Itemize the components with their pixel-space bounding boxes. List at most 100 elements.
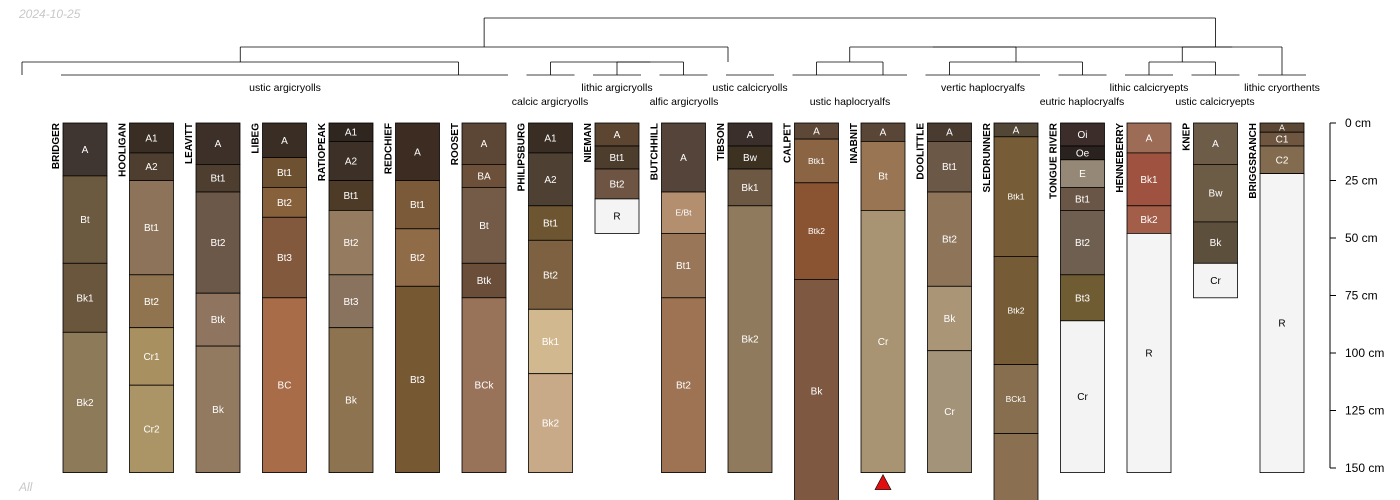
horizon-label: A [1146,133,1153,144]
horizon-btk [195,292,241,347]
horizon-bt1 [927,140,972,193]
group-label: lithic argicryolls [581,82,652,94]
group-label: lithic calcicryepts [1110,82,1189,94]
profile-ratiopeak: A1 A2 Bt1 Bt2 Bt3 Bk RATIOPEAK [317,122,374,474]
horizon-cr [860,209,906,474]
horizon-label: BA [477,171,491,182]
horizon-label: A [414,147,421,158]
horizon-bk [195,345,241,474]
horizon-bt1 [262,157,307,188]
horizon-bt2 [262,186,307,218]
horizon-label: Bt1 [942,162,957,173]
axis-tick-label: 100 cm [1345,346,1384,360]
horizon-label: A [880,128,887,139]
axis-tick-label: 125 cm [1345,404,1384,418]
horizon-label: Bk [212,405,225,416]
horizon-label: Bk [811,386,824,397]
group-labels: ustic argicryolls calcic argicryolls lithi… [61,74,1320,108]
horizon-label: Bt2 [1075,238,1090,249]
horizon-label: Bt2 [410,253,425,264]
horizon-bt3 [262,216,307,299]
axis-tick-label: 25 cm [1345,174,1378,188]
footer-label: All [19,480,33,494]
group-label: calcic argicryolls [512,96,588,108]
horizon-label: Bt1 [1075,194,1090,205]
horizon-bk [927,285,972,352]
horizon-btk1 [993,136,1039,257]
horizon-label: Bt2 [609,179,624,190]
horizon-label: Bt2 [144,297,159,308]
horizon-label: Bt2 [942,235,957,246]
group-label: ustic calcicryepts [1175,96,1254,108]
horizon-bt1 [528,205,573,241]
profile-name: LIBEG [251,123,262,154]
profile-name: KNEP [1182,123,1193,151]
horizon-label: A [747,130,754,141]
horizon-label: C2 [1276,155,1289,166]
horizon-label: Cr [1210,276,1221,287]
profile-bridger: A Bt Bk1 Bk2 BRIDGER [51,122,108,473]
depth-axis: 0 cm 25 cm 50 cm 75 cm 100 cm 125 cm 150 cm [1329,116,1384,475]
horizon-label: A [1279,123,1285,133]
horizon-bt [62,175,108,264]
horizon-label: Bw [1209,189,1224,200]
profile-name: BRIGGSRANCH [1248,123,1259,199]
horizon-label: A1 [345,128,358,139]
group-label: lithic cryorthents [1244,82,1320,94]
horizon-label: Bt3 [343,297,358,308]
horizon-r [594,198,640,234]
horizon-bk1 [1126,152,1172,207]
axis-tick-label: 150 cm [1345,461,1384,475]
axis-tick-label: 75 cm [1345,289,1378,303]
profile-name: INABNIT [849,123,860,164]
horizon-cr [1193,262,1238,299]
profile-name: DOOLITTLE [916,123,927,180]
horizon-bk2 [62,331,108,473]
horizon-label: A [813,127,820,138]
group-label: ustic calcicryolls [712,82,787,94]
horizon-label: Bt1 [144,223,159,234]
horizon-label: Bt1 [210,174,225,185]
horizon-label: Bt2 [343,238,358,249]
horizon-bk1 [727,168,773,207]
horizon-label: Bk1 [741,183,759,194]
horizon-bt2 [1060,209,1105,276]
profile-libeg: A Bt1 Bt2 Bt3 BC LIBEG [251,122,307,473]
dendrogram [21,17,1283,75]
date-label: 2024-10-25 [19,7,81,21]
horizon-label: Bt2 [543,270,558,281]
horizon-label: A [481,139,488,150]
horizon-a [461,122,507,165]
profile-name: ROOSET [450,123,461,165]
axis-tick-label: 50 cm [1345,231,1378,245]
horizon-label: Bt1 [410,200,425,211]
profile-philipsburg: A1 A2 Bt1 Bt2 Bk1 Bk2 PHILIPSBURG [517,122,573,474]
profile-name: HENNEBERRY [1115,123,1126,193]
profiles: A Bt Bk1 Bk2 BRIDGER A1 A2 Bt1 Bt2 Cr1 Cr2 HOOLIGAN… [51,122,1305,500]
horizon-label: Cr [944,407,955,418]
horizon-bk [328,327,374,474]
horizon-a [661,122,706,193]
horizon-label: Bk1 [542,337,560,348]
profile-name: TONGUE RIVER [1049,122,1060,199]
horizon-r [1259,173,1305,474]
horizon-label: A1 [544,133,557,144]
horizon-cr [927,350,972,474]
horizon-label: Bk1 [76,293,94,304]
horizon-label: C1 [1276,135,1289,146]
horizon-cr1 [129,327,174,386]
horizon-bt3 [328,274,374,329]
horizon-label: Bt1 [343,191,358,202]
horizon-label: Bw [743,153,758,164]
horizon-label: Bt [479,221,489,232]
horizon-bt2 [528,239,573,310]
horizon-a [1193,122,1238,165]
profile-doolittle: A Bt1 Bt2 Bk Cr DOOLITTLE [916,122,972,474]
profile-tongue-river: Oi Oe E Bt1 Bt2 Bt3 Cr TONGUE RIVER [1049,122,1105,473]
horizon-label: A [946,128,953,139]
horizon-label: Btk [477,276,492,287]
horizon-a2 [328,140,374,181]
horizon-bt2 [594,168,640,200]
horizon-label: Btk1 [808,156,825,166]
horizon-label: Cr [1077,392,1088,403]
